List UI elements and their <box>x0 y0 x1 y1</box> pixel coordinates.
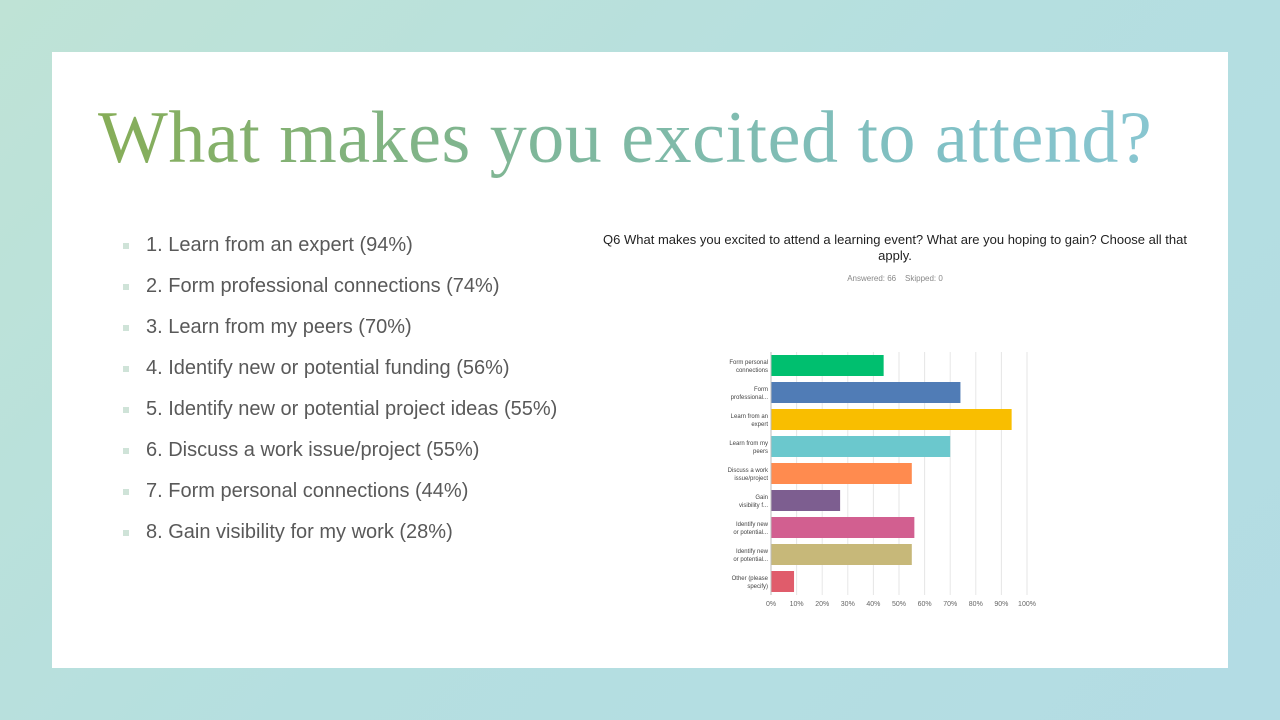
x-tick-label: 0% <box>766 601 776 608</box>
category-label: peers <box>753 449 768 455</box>
category-label: Other (please <box>732 576 769 582</box>
bullet-marker <box>123 530 129 536</box>
category-label: Form personal <box>729 360 768 366</box>
bullet-marker <box>123 284 129 290</box>
bullet-item: 4. Identify new or potential funding (56… <box>120 355 560 382</box>
bar <box>771 517 915 538</box>
category-label: Learn from my <box>729 441 768 447</box>
bullet-text: 5. Identify new or potential project ide… <box>146 398 558 420</box>
x-tick-label: 80% <box>969 601 983 608</box>
x-tick-label: 10% <box>790 601 804 608</box>
bullet-item: 3. Learn from my peers (70%) <box>120 314 560 341</box>
category-label: Gain <box>755 495 768 501</box>
x-tick-label: 40% <box>866 601 880 608</box>
category-label: specify) <box>747 584 768 590</box>
bar <box>771 409 1012 430</box>
x-tick-label: 100% <box>1018 601 1036 608</box>
bullet-marker <box>123 489 129 495</box>
bar <box>771 382 961 403</box>
bullet-marker <box>123 325 129 331</box>
bullet-marker <box>123 407 129 413</box>
x-tick-label: 60% <box>918 601 932 608</box>
bullet-text: 3. Learn from my peers (70%) <box>146 316 412 338</box>
bullet-item: 2. Form professional connections (74%) <box>120 273 560 300</box>
x-tick-label: 20% <box>815 601 829 608</box>
chart-response-counts: Answered: 66 Skipped: 0 <box>600 274 1190 283</box>
bullet-text: 2. Form professional connections (74%) <box>146 275 500 297</box>
skipped-count: Skipped: 0 <box>905 274 943 283</box>
category-label: Identify new <box>736 549 769 555</box>
category-label: Identify new <box>736 522 769 528</box>
chart-title: Q6 What makes you excited to attend a le… <box>603 232 1187 263</box>
bullet-text: 4. Identify new or potential funding (56… <box>146 357 510 379</box>
bullet-text: 7. Form personal connections (44%) <box>146 480 469 502</box>
slide: What makes you excited to attend? 1. Lea… <box>52 52 1228 668</box>
bullet-item: 8. Gain visibility for my work (28%) <box>120 519 560 546</box>
x-tick-label: 30% <box>841 601 855 608</box>
bullet-marker <box>123 243 129 249</box>
bar <box>771 490 841 511</box>
x-tick-label: 50% <box>892 601 906 608</box>
answered-count: Answered: 66 <box>847 274 897 283</box>
category-label: Form <box>754 387 768 393</box>
category-label: issue/project <box>734 476 768 482</box>
category-label: professional... <box>731 395 769 401</box>
bullet-list: 1. Learn from an expert (94%) 2. Form pr… <box>120 232 560 560</box>
category-label: expert <box>751 422 768 428</box>
bar <box>771 571 795 592</box>
category-label: or potential... <box>733 530 768 536</box>
bullet-item: 1. Learn from an expert (94%) <box>120 232 560 259</box>
x-tick-label: 90% <box>994 601 1008 608</box>
bullet-item: 7. Form personal connections (44%) <box>120 478 560 505</box>
survey-chart: Q6 What makes you excited to attend a le… <box>600 230 1190 608</box>
slide-title: What makes you excited to attend? <box>98 92 1198 184</box>
category-label: or potential... <box>733 557 768 563</box>
bar <box>771 355 884 376</box>
bullet-item: 6. Discuss a work issue/project (55%) <box>120 437 560 464</box>
bar <box>771 463 912 484</box>
bullet-text: 1. Learn from an expert (94%) <box>146 234 413 256</box>
bullet-marker <box>123 448 129 454</box>
bullet-text: 6. Discuss a work issue/project (55%) <box>146 439 480 461</box>
x-tick-label: 70% <box>943 601 957 608</box>
category-label: visibility f... <box>739 503 768 509</box>
bullet-item: 5. Identify new or potential project ide… <box>120 396 560 423</box>
bar <box>771 544 912 565</box>
bar <box>771 436 951 457</box>
category-label: Discuss a work <box>728 468 769 474</box>
category-label: connections <box>736 368 768 374</box>
bullet-text: 8. Gain visibility for my work (28%) <box>146 521 453 543</box>
bullet-marker <box>123 366 129 372</box>
category-label: Learn from an <box>731 414 768 420</box>
bar-plot: 0% 10% 20% 30% 40% 50% 60% 70% 80% 90% 100% Form pe… <box>728 352 1036 608</box>
